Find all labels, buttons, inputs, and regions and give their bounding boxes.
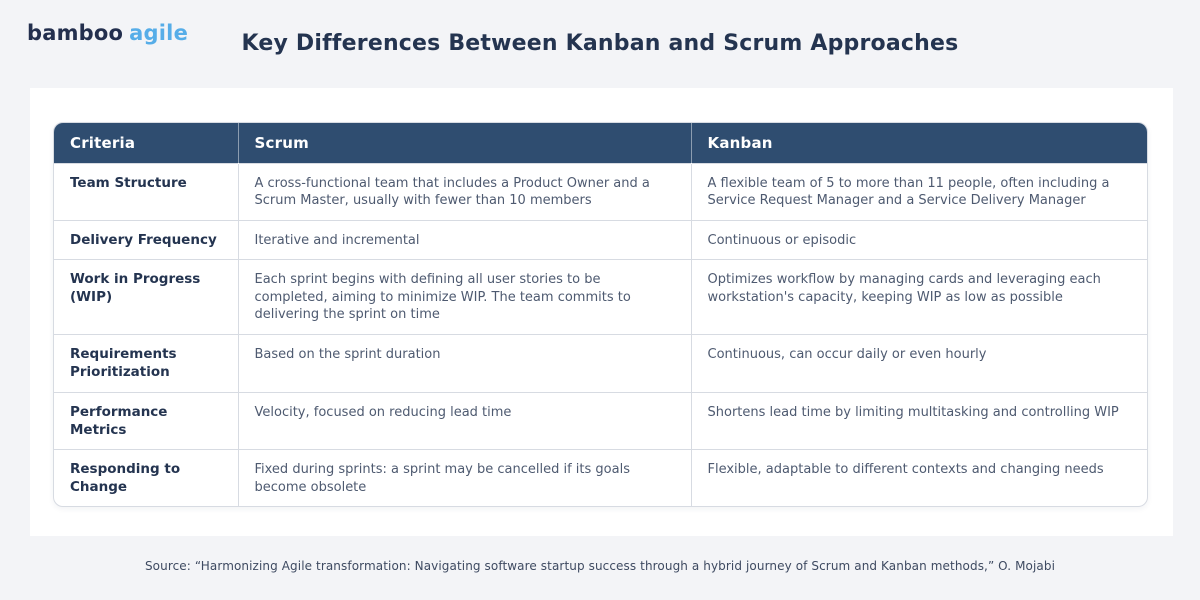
kanban-cell: Continuous or episodic <box>690 219 1147 260</box>
comparison-table-container: Criteria Scrum Kanban Team Structure A c… <box>53 122 1148 507</box>
table-row: Delivery Frequency Iterative and increme… <box>54 219 1147 260</box>
criteria-cell: Delivery Frequency <box>54 219 238 260</box>
table-row: Responding to Change Fixed during sprint… <box>54 449 1147 506</box>
scrum-cell: Based on the sprint duration <box>237 334 691 393</box>
comparison-table: Criteria Scrum Kanban Team Structure A c… <box>54 123 1147 506</box>
kanban-cell: Flexible, adaptable to different context… <box>690 449 1147 506</box>
criteria-cell: Team Structure <box>54 162 238 220</box>
kanban-cell: Continuous, can occur daily or even hour… <box>690 334 1147 393</box>
scrum-cell: Fixed during sprints: a sprint may be ca… <box>237 449 691 506</box>
brand-logo: bamboo agile <box>27 21 188 45</box>
column-header-scrum: Scrum <box>237 123 691 163</box>
column-header-kanban: Kanban <box>690 123 1147 163</box>
scrum-cell: Iterative and incremental <box>237 219 691 260</box>
logo-agile-text: agile <box>129 21 189 45</box>
criteria-cell: Responding to Change <box>54 449 238 506</box>
table-row: Work in Progress (WIP) Each sprint begin… <box>54 259 1147 335</box>
kanban-cell: Shortens lead time by limiting multitask… <box>690 392 1147 450</box>
top-bar: bamboo agile Key Differences Between Kanb… <box>0 0 1200 88</box>
logo-bamboo-text: bamboo <box>27 21 124 45</box>
scrum-cell: A cross-functional team that includes a … <box>237 162 691 220</box>
source-citation: Source: “Harmonizing Agile transformatio… <box>144 559 1056 573</box>
scrum-cell: Each sprint begins with defining all use… <box>237 259 691 335</box>
page-title: Key Differences Between Kanban and Scrum… <box>241 31 959 56</box>
column-header-criteria: Criteria <box>54 123 238 163</box>
kanban-cell: A flexible team of 5 to more than 11 peo… <box>690 162 1147 220</box>
criteria-cell: Performance Metrics <box>54 392 238 450</box>
criteria-cell: Work in Progress (WIP) <box>54 259 238 335</box>
criteria-cell: Requirements Prioritization <box>54 334 238 393</box>
kanban-cell: Optimizes workflow by managing cards and… <box>690 259 1147 335</box>
content-card: Criteria Scrum Kanban Team Structure A c… <box>30 88 1173 536</box>
table-row: Performance Metrics Velocity, focused on… <box>54 392 1147 450</box>
table-row: Requirements Prioritization Based on the… <box>54 334 1147 393</box>
scrum-cell: Velocity, focused on reducing lead time <box>237 392 691 450</box>
table-row: Team Structure A cross-functional team t… <box>54 162 1147 220</box>
table-header-row: Criteria Scrum Kanban <box>54 123 1147 163</box>
